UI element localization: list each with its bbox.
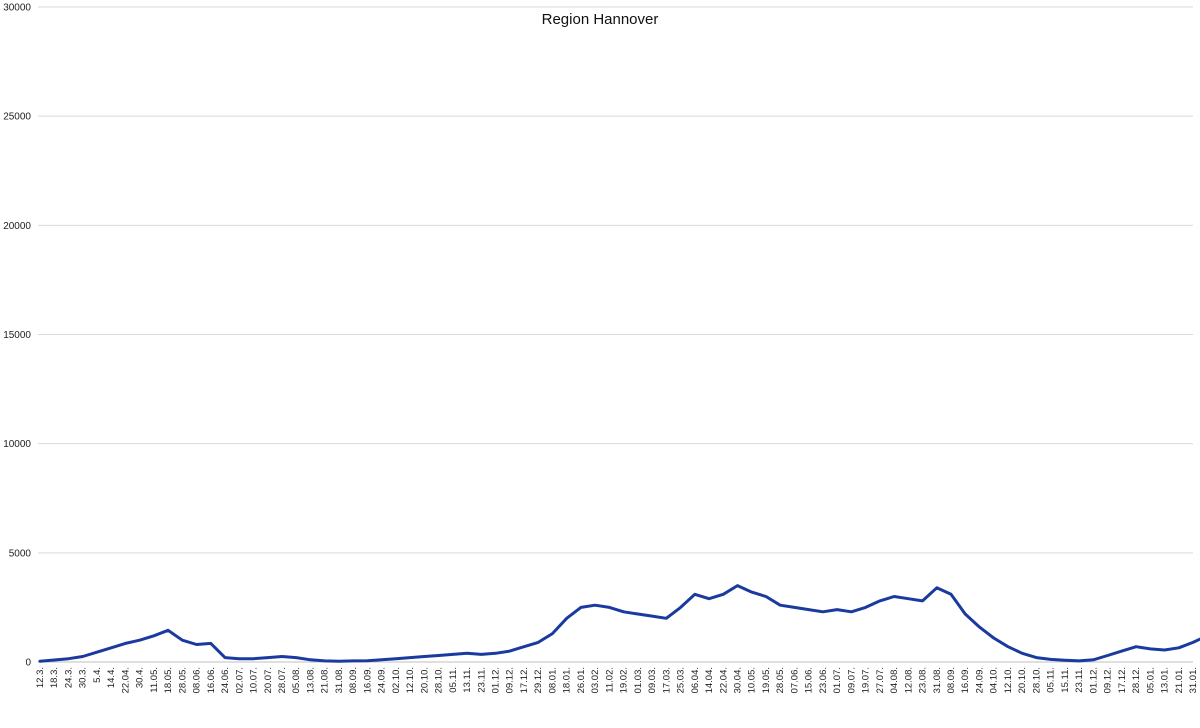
x-tick-label: 18.01. [562, 667, 573, 693]
x-tick-label: 08.01. [547, 667, 558, 693]
x-tick-label: 23.08. [918, 667, 929, 693]
x-tick-label: 17.12. [519, 667, 530, 693]
x-tick-label: 19.05. [761, 667, 772, 693]
x-tick-label: 04.10. [989, 667, 1000, 693]
x-tick-label: 11.02. [604, 667, 615, 693]
x-tick-label: 05.11. [1046, 667, 1057, 693]
x-tick-label: 28.10. [1031, 667, 1042, 693]
x-tick-label: 23.11. [1074, 667, 1085, 693]
x-tick-label: 18.05. [163, 667, 174, 693]
x-tick-label: 12.10. [1003, 667, 1014, 693]
x-tick-label: 22.04. [120, 667, 131, 693]
series-layer [38, 584, 1200, 663]
x-tick-label: 31.08. [334, 667, 345, 693]
y-tick-label: 5000 [9, 548, 32, 559]
x-tick-label: 18.3. [49, 667, 60, 688]
y-tick-label: 0 [25, 658, 31, 669]
x-tick-label: 03.02. [590, 667, 601, 693]
x-tick-label: 09.03. [647, 667, 658, 693]
x-tick-label: 09.12. [505, 667, 516, 693]
series-line-0 [38, 584, 1200, 663]
x-tick-label: 01.12. [491, 667, 502, 693]
x-tick-label: 09.12. [1103, 667, 1114, 693]
x-tick-label: 25.03. [676, 667, 687, 693]
x-tick-label: 24.06. [220, 667, 231, 693]
x-tick-label: 17.03. [661, 667, 672, 693]
x-tick-label: 15.06. [804, 667, 815, 693]
x-axis: 12.3. 18.3. 24.3. 30.3. 5.4. 14.4. 22.04. 30.4.… [35, 661, 1199, 693]
x-tick-label: 10.07. [249, 667, 260, 693]
x-tick-label: 17.12. [1117, 667, 1128, 693]
x-tick-label: 30.04. [732, 667, 743, 693]
x-tick-label: 19.07. [861, 667, 872, 693]
x-tick-label: 05.11. [448, 667, 459, 693]
y-tick-label: 20000 [3, 221, 31, 232]
x-tick-label: 02.07. [234, 667, 245, 693]
x-tick-label: 08.09. [348, 667, 359, 693]
y-tick-label: 10000 [3, 439, 31, 450]
x-tick-label: 08.06. [192, 667, 203, 693]
x-tick-label: 24.3. [63, 667, 74, 688]
gridlines [38, 6, 1193, 554]
x-tick-label: 05.08. [291, 667, 302, 693]
x-tick-label: 28.10. [434, 667, 445, 693]
x-tick-label: 23.11. [476, 667, 487, 693]
x-tick-label: 15.11. [1060, 667, 1071, 693]
x-tick-label: 16.06. [206, 667, 217, 693]
x-tick-label: 31.08. [932, 667, 943, 693]
x-tick-label: 08.09. [946, 667, 957, 693]
y-tick-label: 30000 [3, 3, 31, 14]
x-tick-label: 02.10. [391, 667, 402, 693]
x-tick-label: 07.06. [789, 667, 800, 693]
x-tick-label: 01.07. [832, 667, 843, 693]
y-tick-label: 25000 [3, 112, 31, 123]
x-tick-label: 01.12. [1088, 667, 1099, 693]
x-tick-label: 19.02. [619, 667, 630, 693]
x-tick-label: 14.4. [106, 667, 117, 688]
x-tick-label: 20.10. [419, 667, 430, 693]
x-tick-label: 28.07. [277, 667, 288, 693]
x-tick-label: 21.08. [320, 667, 331, 693]
x-tick-label: 28.12. [1131, 667, 1142, 693]
x-tick-label: 12.3. [35, 667, 46, 688]
x-tick-label: 20.07. [263, 667, 274, 693]
chart-title: Region Hannover [542, 11, 659, 28]
x-tick-label: 16.09. [960, 667, 971, 693]
y-tick-label: 15000 [3, 330, 31, 341]
x-tick-label: 21.01. [1174, 667, 1185, 693]
x-tick-label: 01.03. [633, 667, 644, 693]
x-tick-label: 11.05. [149, 667, 160, 693]
x-tick-label: 30.3. [78, 667, 89, 688]
x-tick-label: 10.05. [747, 667, 758, 693]
y-axis: 0 5000 10000 15000 20000 25000 30000 [3, 3, 31, 669]
x-tick-label: 29.12. [533, 667, 544, 693]
x-tick-label: 28.05. [775, 667, 786, 693]
x-tick-label: 13.11. [462, 667, 473, 693]
x-tick-label: 22.04. [718, 667, 729, 693]
x-tick-label: 14.04. [704, 667, 715, 693]
x-tick-label: 24.09. [974, 667, 985, 693]
x-tick-label: 13.08. [305, 667, 316, 693]
x-tick-label: 5.4. [92, 667, 103, 683]
x-tick-label: 31.01. [1188, 667, 1199, 693]
x-tick-label: 12.08. [903, 667, 914, 693]
x-tick-label: 13.01. [1160, 667, 1171, 693]
x-tick-label: 30.4. [135, 667, 146, 688]
x-tick-label: 28.05. [177, 667, 188, 693]
x-tick-label: 27.07. [875, 667, 886, 693]
x-tick-label: 12.10. [405, 667, 416, 693]
x-tick-label: 06.04. [690, 667, 701, 693]
x-tick-label: 04.08. [889, 667, 900, 693]
x-tick-label: 26.01. [576, 667, 587, 693]
x-tick-label: 05.01. [1145, 667, 1156, 693]
x-tick-label: 23.06. [818, 667, 829, 693]
x-tick-label: 20.10. [1017, 667, 1028, 693]
x-tick-label: 09.07. [846, 667, 857, 693]
x-tick-label: 16.09. [362, 667, 373, 693]
x-tick-label: 24.09. [377, 667, 388, 693]
